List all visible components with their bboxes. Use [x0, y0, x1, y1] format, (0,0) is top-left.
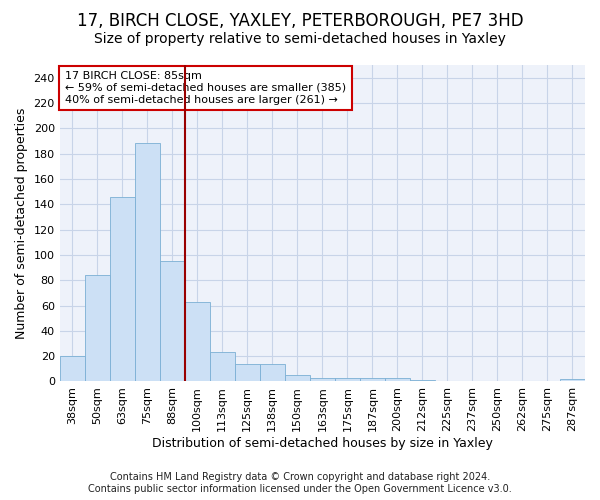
Text: Contains HM Land Registry data © Crown copyright and database right 2024.
Contai: Contains HM Land Registry data © Crown c… [88, 472, 512, 494]
Text: 17 BIRCH CLOSE: 85sqm
← 59% of semi-detached houses are smaller (385)
40% of sem: 17 BIRCH CLOSE: 85sqm ← 59% of semi-deta… [65, 72, 346, 104]
Text: 17, BIRCH CLOSE, YAXLEY, PETERBOROUGH, PE7 3HD: 17, BIRCH CLOSE, YAXLEY, PETERBOROUGH, P… [77, 12, 523, 30]
Bar [110, 196, 135, 382]
X-axis label: Distribution of semi-detached houses by size in Yaxley: Distribution of semi-detached houses by … [152, 437, 493, 450]
Bar [235, 364, 260, 382]
Bar [360, 378, 385, 382]
Bar [210, 352, 235, 382]
Bar [135, 144, 160, 382]
Bar [85, 275, 110, 382]
Bar [59, 356, 85, 382]
Bar [385, 378, 410, 382]
Y-axis label: Number of semi-detached properties: Number of semi-detached properties [15, 108, 28, 339]
Text: Size of property relative to semi-detached houses in Yaxley: Size of property relative to semi-detach… [94, 32, 506, 46]
Bar [410, 380, 435, 382]
Bar [260, 364, 285, 382]
Bar [310, 378, 335, 382]
Bar [160, 261, 185, 382]
Bar [185, 302, 210, 382]
Bar [285, 375, 310, 382]
Bar [335, 378, 360, 382]
Bar [560, 379, 585, 382]
